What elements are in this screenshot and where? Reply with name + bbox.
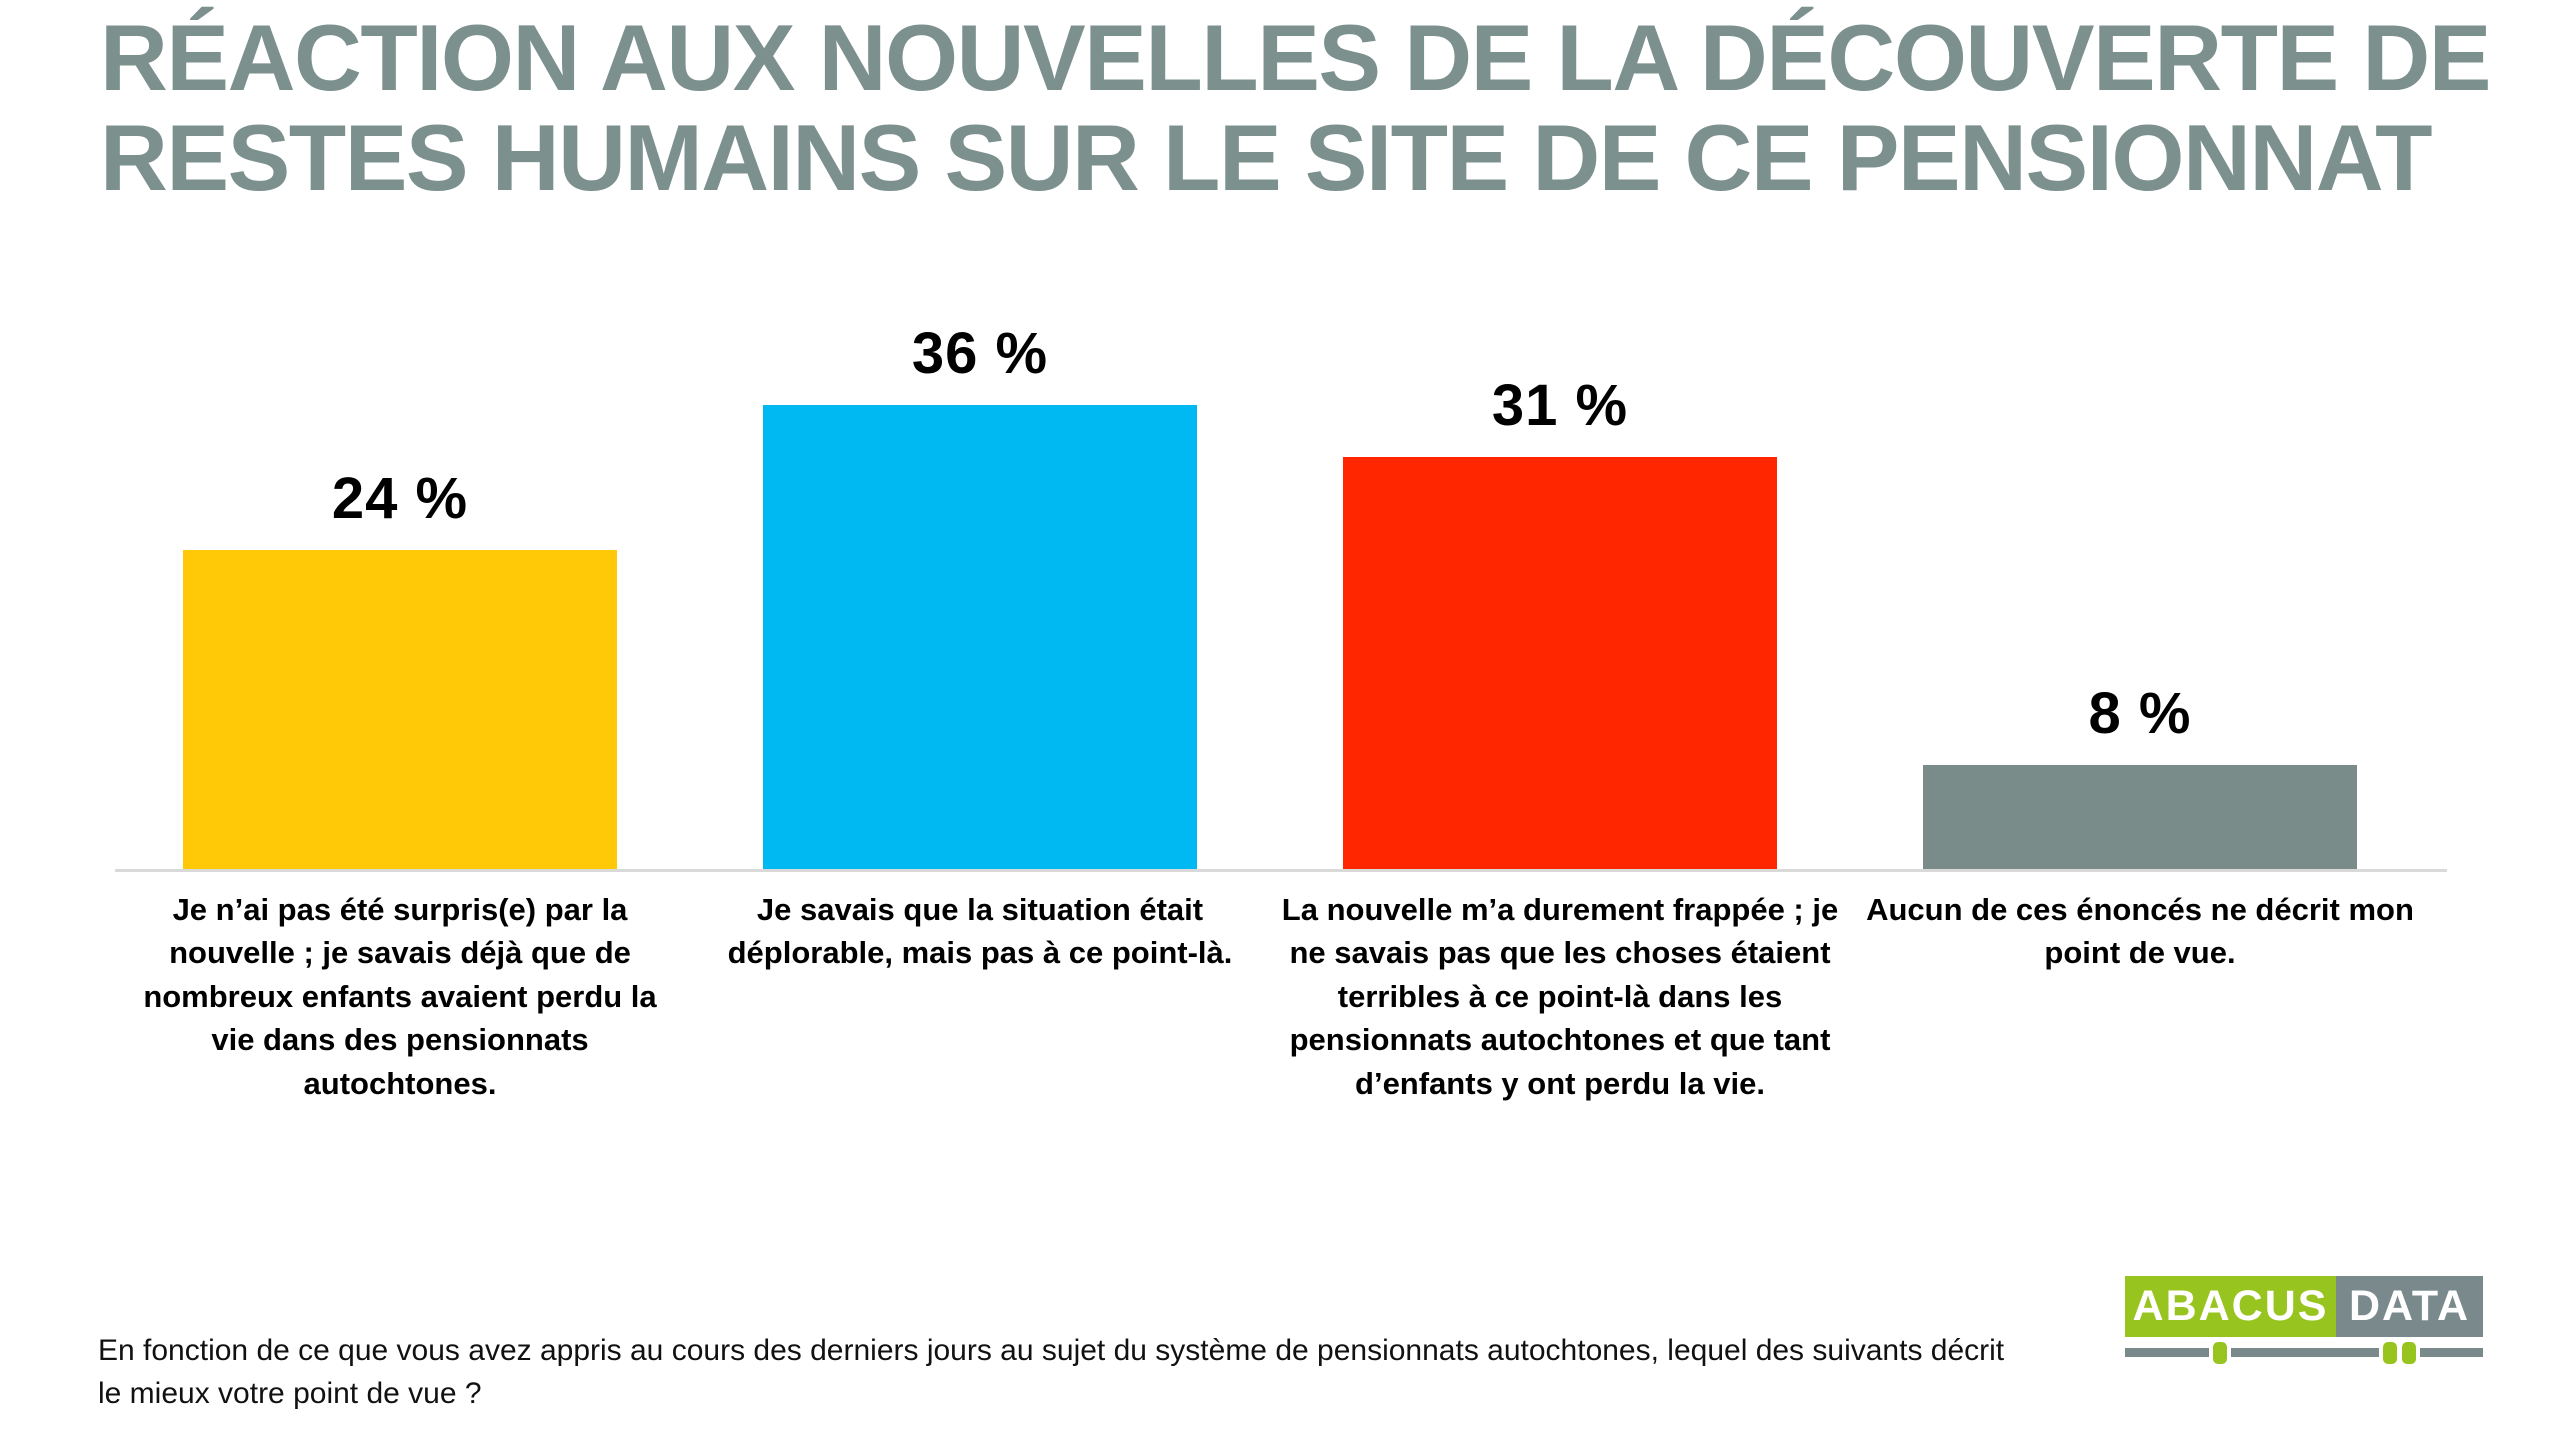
abacus-logo-gray-box: DATA [2336, 1276, 2483, 1337]
bar-gray [1923, 765, 2357, 872]
bar-value-label-4: 8 % [2088, 681, 2192, 746]
bar-group-2: 36 % [690, 320, 1270, 872]
category-labels: Je n’ai pas été surpris(e) par la nouvel… [110, 888, 2430, 1105]
abacus-bead-3 [2398, 1338, 2420, 1368]
bar-value-label-1: 24 % [331, 466, 469, 531]
bar-yellow [183, 550, 617, 872]
category-label-2: Je savais que la situation était déplora… [727, 892, 1233, 971]
abacus-logo-boxes: ABACUS DATA [2125, 1276, 2483, 1337]
bar-value-label-2: 36 % [911, 321, 1049, 386]
abacus-bead-1 [2209, 1338, 2231, 1368]
category-label-4: Aucun de ces énoncés ne décrit mon point… [1866, 892, 2414, 971]
bar-red [1343, 457, 1777, 872]
category-label-1: Je n’ai pas été surpris(e) par la nouvel… [143, 892, 657, 1101]
survey-question-footnote: En fonction de ce que vous avez appris a… [98, 1334, 2005, 1410]
abacus-logo-green-box: ABACUS [2125, 1276, 2336, 1337]
page-title: RÉACTION AUX NOUVELLES DE LA DÉCOUVERTE … [100, 5, 2491, 210]
abacus-rod [2125, 1348, 2483, 1357]
bar-group-4: 8 % [1850, 320, 2430, 872]
abacus-data-logo: ABACUS DATA [2125, 1276, 2483, 1371]
bar-value-label-3: 31 % [1491, 373, 1629, 438]
bar-group-3: 31 % [1270, 320, 1850, 872]
bar-group-1: 24 % [110, 320, 690, 872]
bar-chart: 24 % 36 % 31 % 8 % [110, 320, 2447, 872]
x-axis-baseline [115, 869, 2447, 872]
category-label-3: La nouvelle m’a durement frappée ; je ne… [1281, 892, 1839, 1101]
bar-blue [763, 405, 1197, 872]
